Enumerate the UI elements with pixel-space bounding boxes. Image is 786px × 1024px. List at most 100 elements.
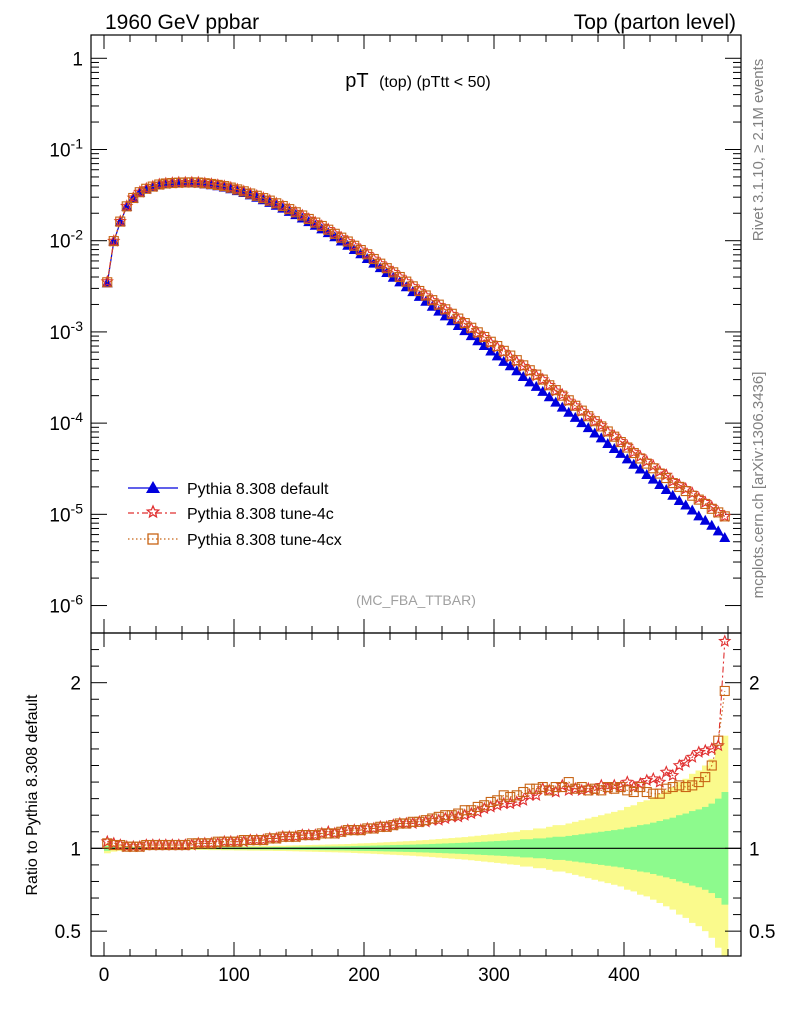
ratio-point-tune4cx (134, 841, 145, 852)
main-point-default (556, 401, 568, 412)
main-point-default (491, 350, 503, 361)
ratio-point-tune4cx (537, 781, 548, 793)
ratio-point-tune4cx (121, 841, 132, 852)
ratio-point-tune4cx (453, 808, 464, 819)
ratio-point-tune4cx (596, 785, 607, 796)
main-point-default (667, 489, 679, 500)
main-point-default (569, 411, 581, 422)
main-point-tune4cx (141, 183, 152, 194)
ratio-point-tune4cx (498, 790, 509, 801)
side-label-mcplots: mcplots.cern.ch [arXiv:1306.3436] (750, 372, 767, 599)
main-point-tune4cx (147, 181, 158, 192)
ratio-point-tune4cx (245, 835, 256, 846)
ratio-point-tune4c (620, 775, 634, 788)
main-point-tune4cx (622, 442, 633, 453)
ratio-point-tune4cx (199, 838, 210, 849)
main-point-tune4cx (238, 186, 249, 197)
ratio-point-tune4cx (518, 786, 529, 798)
plot-title: pT (top) (pTtt < 50) (345, 70, 490, 92)
main-point-tune4cx (609, 431, 620, 442)
main-point-tune4cx (706, 503, 717, 514)
main-point-tune4cx (537, 374, 548, 385)
ratio-point-tune4cx (674, 780, 685, 791)
main-point-tune4cx (258, 193, 269, 204)
main-point-tune4cx (310, 217, 321, 228)
main-point-default (504, 360, 516, 371)
ratio-point-tune4cx (687, 780, 698, 791)
main-point-tune4cx (251, 190, 262, 201)
ratio-point-tune4c (659, 765, 673, 778)
ratio-point-tune4cx (563, 777, 574, 788)
main-point-tune4cx (102, 277, 113, 288)
ratio-point-tune4cx (316, 828, 327, 839)
ratio-point-tune4cx (381, 821, 392, 832)
main-point-default (550, 396, 562, 407)
ratio-point-tune4cx (531, 783, 542, 794)
main-line-2 (106, 181, 726, 517)
ratio-point-tune4cx (472, 801, 483, 812)
main-point-default (563, 406, 575, 417)
header-right: Top (parton level) (574, 11, 736, 34)
main-point-tune4cx (225, 182, 236, 193)
ratio-point-tune4c (640, 773, 654, 787)
main-point-default (615, 447, 627, 458)
ratio-point-tune4c (666, 768, 680, 782)
main-line-1 (106, 181, 726, 517)
ratio-point-tune4cx (589, 783, 600, 794)
ratio-point-tune4cx (160, 839, 171, 851)
main-point-tune4cx (134, 187, 145, 198)
ratio-point-tune4cx (576, 781, 587, 793)
main-point-default (537, 385, 549, 396)
analysis-watermark: (MC_FBA_TTBAR) (356, 592, 476, 608)
x-tick-label: 0 (99, 965, 110, 986)
legend-marker-tune4c (145, 504, 161, 519)
legend-label-tune4cx: Pythia 8.308 tune-4cx (187, 532, 342, 549)
main-point-default (426, 300, 438, 311)
main-point-tune4cx (303, 213, 314, 225)
ratio-point-tune4c (562, 783, 576, 796)
main-point-tune4cx (121, 201, 132, 212)
ratio-point-tune4cx (303, 830, 314, 841)
ratio-point-tune4cx (186, 838, 197, 849)
main-point-tune4cx (511, 355, 522, 366)
main-point-tune4cx (602, 426, 613, 437)
main-point-default (582, 422, 594, 433)
main-point-tune4cx (667, 478, 678, 489)
legend-marker-default (146, 481, 160, 493)
ratio-point-tune4cx (251, 835, 262, 846)
ratio-point-tune4cx (570, 783, 581, 794)
ratio-point-tune4c (646, 771, 660, 785)
main-point-default (348, 244, 360, 255)
ratio-point-tune4cx (154, 839, 165, 851)
ratio-point-tune4cx (719, 685, 730, 697)
main-point-default (543, 391, 555, 402)
main-point-default (712, 525, 724, 536)
ratio-series (100, 634, 732, 853)
main-point-default (641, 468, 653, 479)
ratio-point-tune4cx (329, 828, 340, 839)
legend-entry-default: Pythia 8.308 default (128, 481, 329, 498)
ratio-point-tune4cx (622, 785, 633, 796)
main-point-default (647, 473, 659, 484)
main-point-tune4cx (108, 236, 119, 247)
plot-title-main: pT (345, 70, 368, 92)
main-point-default (654, 478, 666, 489)
legend-entry-tune4c: Pythia 8.308 tune-4c (128, 504, 334, 523)
ratio-point-tune4cx (297, 830, 308, 841)
main-point-tune4cx (173, 177, 184, 188)
main-point-default (621, 453, 633, 464)
ratio-point-tune4cx (271, 833, 282, 844)
ratio-point-tune4cx (368, 823, 379, 834)
main-point-default (693, 510, 705, 521)
main-point-tune4cx (290, 207, 301, 218)
ratio-point-tune4cx (427, 813, 438, 824)
ratio-y-tick-label: 0.5 (55, 922, 81, 943)
main-point-tune4cx (615, 437, 626, 448)
ratio-point-tune4cx (433, 811, 444, 822)
ratio-point-tune4cx (362, 823, 373, 834)
main-point-default (589, 427, 601, 438)
main-point-default (634, 463, 646, 474)
ratio-point-tune4cx (485, 796, 496, 808)
ratio-point-tune4cx (206, 838, 217, 849)
ratio-point-tune4cx (290, 831, 301, 842)
